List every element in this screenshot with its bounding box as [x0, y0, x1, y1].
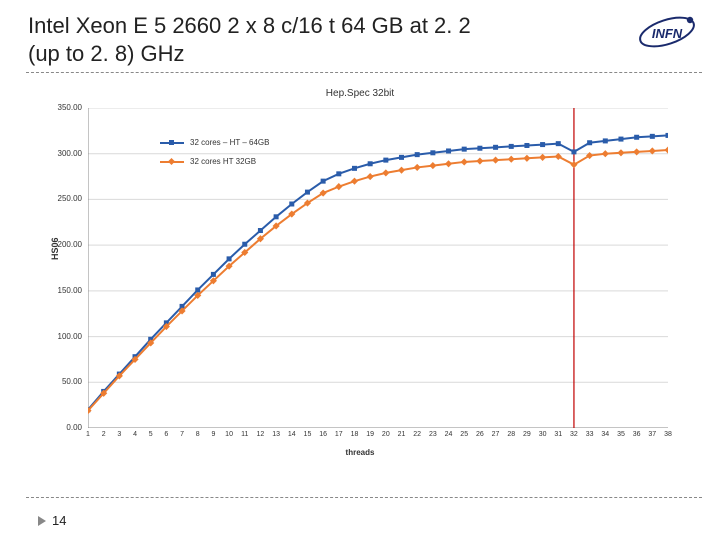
x-tick-label: 7 [175, 431, 189, 438]
page-number-wrap: 14 [38, 513, 66, 528]
chart-title: Hep.Spec 32bit [0, 88, 720, 99]
y-tick-label: 0.00 [42, 423, 82, 432]
x-tick-label: 36 [630, 431, 644, 438]
slide-header: Intel Xeon E 5 2660 2 x 8 c/16 t 64 GB a… [28, 12, 630, 67]
legend-label-0: 32 cores – HT – 64GB [190, 138, 269, 147]
x-tick-label: 3 [112, 431, 126, 438]
chart-legend: 32 cores – HT – 64GB 32 cores HT 32GB [160, 138, 269, 176]
x-tick-label: 10 [222, 431, 236, 438]
x-tick-label: 12 [253, 431, 267, 438]
infn-logo: INFN [632, 8, 702, 56]
x-tick-label: 2 [97, 431, 111, 438]
x-tick-label: 4 [128, 431, 142, 438]
x-tick-label: 38 [661, 431, 675, 438]
x-tick-label: 28 [504, 431, 518, 438]
x-tick-label: 19 [363, 431, 377, 438]
x-tick-label: 31 [551, 431, 565, 438]
legend-item-1: 32 cores HT 32GB [160, 157, 269, 166]
x-tick-label: 24 [442, 431, 456, 438]
x-tick-label: 1 [81, 431, 95, 438]
y-tick-label: 350.00 [42, 103, 82, 112]
legend-line-1 [160, 161, 184, 163]
x-tick-label: 17 [332, 431, 346, 438]
x-tick-label: 30 [536, 431, 550, 438]
x-tick-label: 34 [598, 431, 612, 438]
y-tick-label: 150.00 [42, 286, 82, 295]
y-tick-label: 50.00 [42, 377, 82, 386]
x-tick-label: 21 [395, 431, 409, 438]
x-tick-label: 16 [316, 431, 330, 438]
page-number: 14 [52, 513, 66, 528]
x-axis-label: threads [0, 448, 720, 457]
x-tick-label: 33 [583, 431, 597, 438]
x-tick-label: 26 [473, 431, 487, 438]
x-tick-label: 8 [191, 431, 205, 438]
slide-title: Intel Xeon E 5 2660 2 x 8 c/16 t 64 GB a… [28, 12, 630, 67]
x-tick-label: 6 [159, 431, 173, 438]
x-tick-label: 32 [567, 431, 581, 438]
page-arrow-icon [38, 516, 46, 526]
x-tick-label: 23 [426, 431, 440, 438]
divider-top [26, 72, 702, 73]
x-tick-label: 13 [269, 431, 283, 438]
title-line-1: Intel Xeon E 5 2660 2 x 8 c/16 t 64 GB a… [28, 13, 471, 38]
y-tick-label: 300.00 [42, 149, 82, 158]
x-tick-label: 14 [285, 431, 299, 438]
x-tick-label: 37 [645, 431, 659, 438]
x-tick-label: 9 [206, 431, 220, 438]
legend-label-1: 32 cores HT 32GB [190, 157, 256, 166]
legend-line-0 [160, 142, 184, 144]
x-tick-label: 25 [457, 431, 471, 438]
x-tick-label: 29 [520, 431, 534, 438]
title-line-2: (up to 2. 8) GHz [28, 41, 185, 66]
svg-text:INFN: INFN [652, 26, 683, 41]
y-tick-label: 200.00 [42, 240, 82, 249]
x-tick-label: 27 [489, 431, 503, 438]
y-tick-label: 100.00 [42, 332, 82, 341]
x-tick-label: 18 [347, 431, 361, 438]
x-tick-label: 15 [300, 431, 314, 438]
x-tick-label: 35 [614, 431, 628, 438]
x-tick-label: 20 [379, 431, 393, 438]
y-tick-label: 250.00 [42, 194, 82, 203]
x-tick-label: 5 [144, 431, 158, 438]
legend-item-0: 32 cores – HT – 64GB [160, 138, 269, 147]
x-tick-label: 11 [238, 431, 252, 438]
x-tick-label: 22 [410, 431, 424, 438]
divider-bottom [26, 497, 702, 498]
